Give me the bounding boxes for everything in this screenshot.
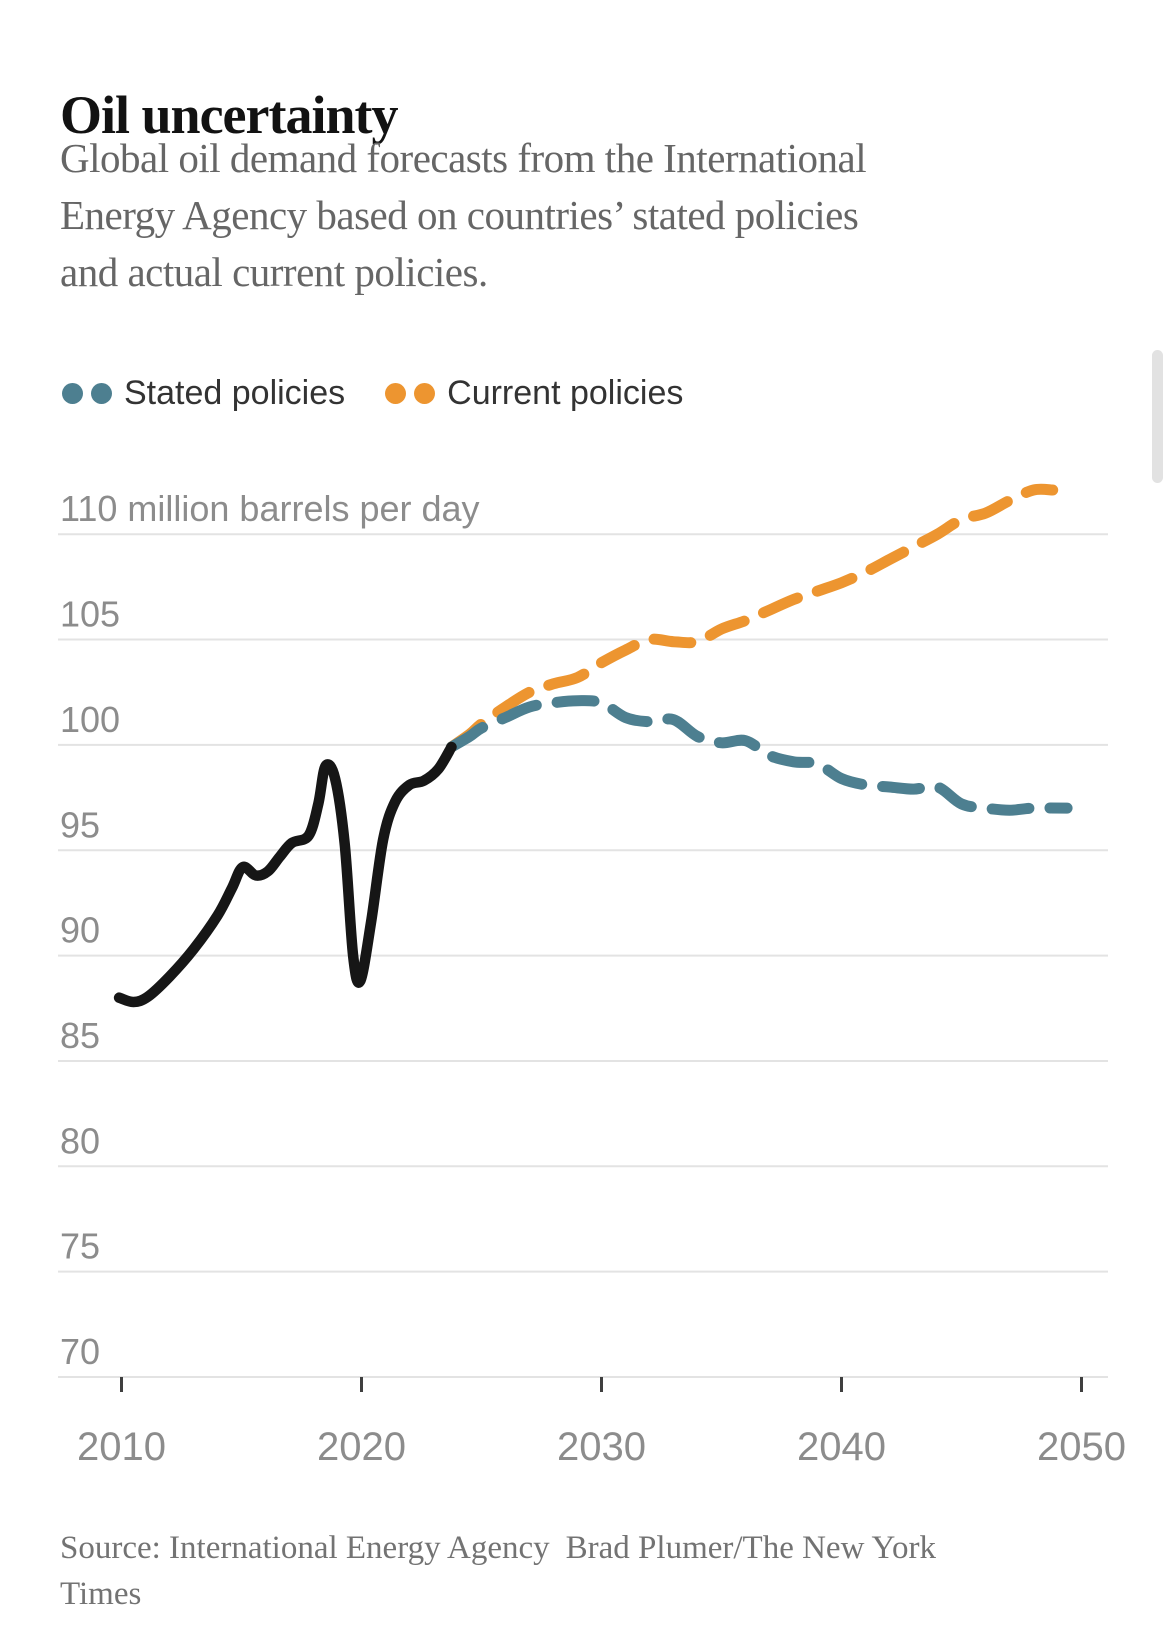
legend-item-stated: Stated policies <box>62 374 345 413</box>
legend-item-current: Current policies <box>385 374 683 413</box>
scrollbar-thumb[interactable] <box>1152 350 1163 483</box>
y-axis-tick-label: 70 <box>60 1331 100 1372</box>
y-axis-tick-label: 100 <box>60 699 120 740</box>
current-policies-dot-icon <box>414 383 436 404</box>
y-axis-tick-label: 80 <box>60 1120 100 1161</box>
legend-label-current: Current policies <box>447 374 684 412</box>
chart-legend: Stated policies Current policies <box>62 374 683 413</box>
x-axis-tick-label: 2050 <box>1037 1425 1126 1469</box>
source-text: Source: International Energy Agency <box>60 1530 550 1566</box>
current-policies-line <box>446 483 1059 753</box>
subtitle-line: Global oil demand forecasts from the Int… <box>60 135 867 181</box>
y-axis-tick-label: 90 <box>60 910 100 951</box>
stated-policies-dot-icon <box>91 383 112 404</box>
stated-policies-dot-icon <box>62 383 83 404</box>
y-axis-tick-label: 75 <box>60 1226 100 1267</box>
source-line: Source: International Energy Agency Brad … <box>60 1525 1005 1617</box>
current-policies-dot-icon <box>385 383 407 404</box>
page-title: Oil uncertainty <box>60 85 398 146</box>
subtitle-line: and actual current policies. <box>60 249 488 295</box>
y-axis-tick-label: 95 <box>60 804 100 845</box>
subtitle-line: Energy Agency based on countries’ stated… <box>60 192 859 238</box>
historical-line <box>113 741 457 1008</box>
legend-label-stated: Stated policies <box>124 374 346 412</box>
x-axis-tick-label: 2030 <box>557 1425 646 1469</box>
y-axis-tick-label: 110 million barrels per day <box>60 488 480 529</box>
stated-policies-line <box>446 695 1073 816</box>
x-axis-tick-label: 2040 <box>797 1425 886 1469</box>
x-axis-tick-label: 2010 <box>77 1425 166 1469</box>
x-axis-tick-label: 2020 <box>317 1425 406 1469</box>
y-axis-tick-label: 85 <box>60 1015 100 1056</box>
chart-subtitle: Global oil demand forecasts from the Int… <box>60 130 867 301</box>
y-axis-tick-label: 105 <box>60 594 120 635</box>
byline-credit: Brad Plumer/The New York Times <box>60 1530 936 1612</box>
